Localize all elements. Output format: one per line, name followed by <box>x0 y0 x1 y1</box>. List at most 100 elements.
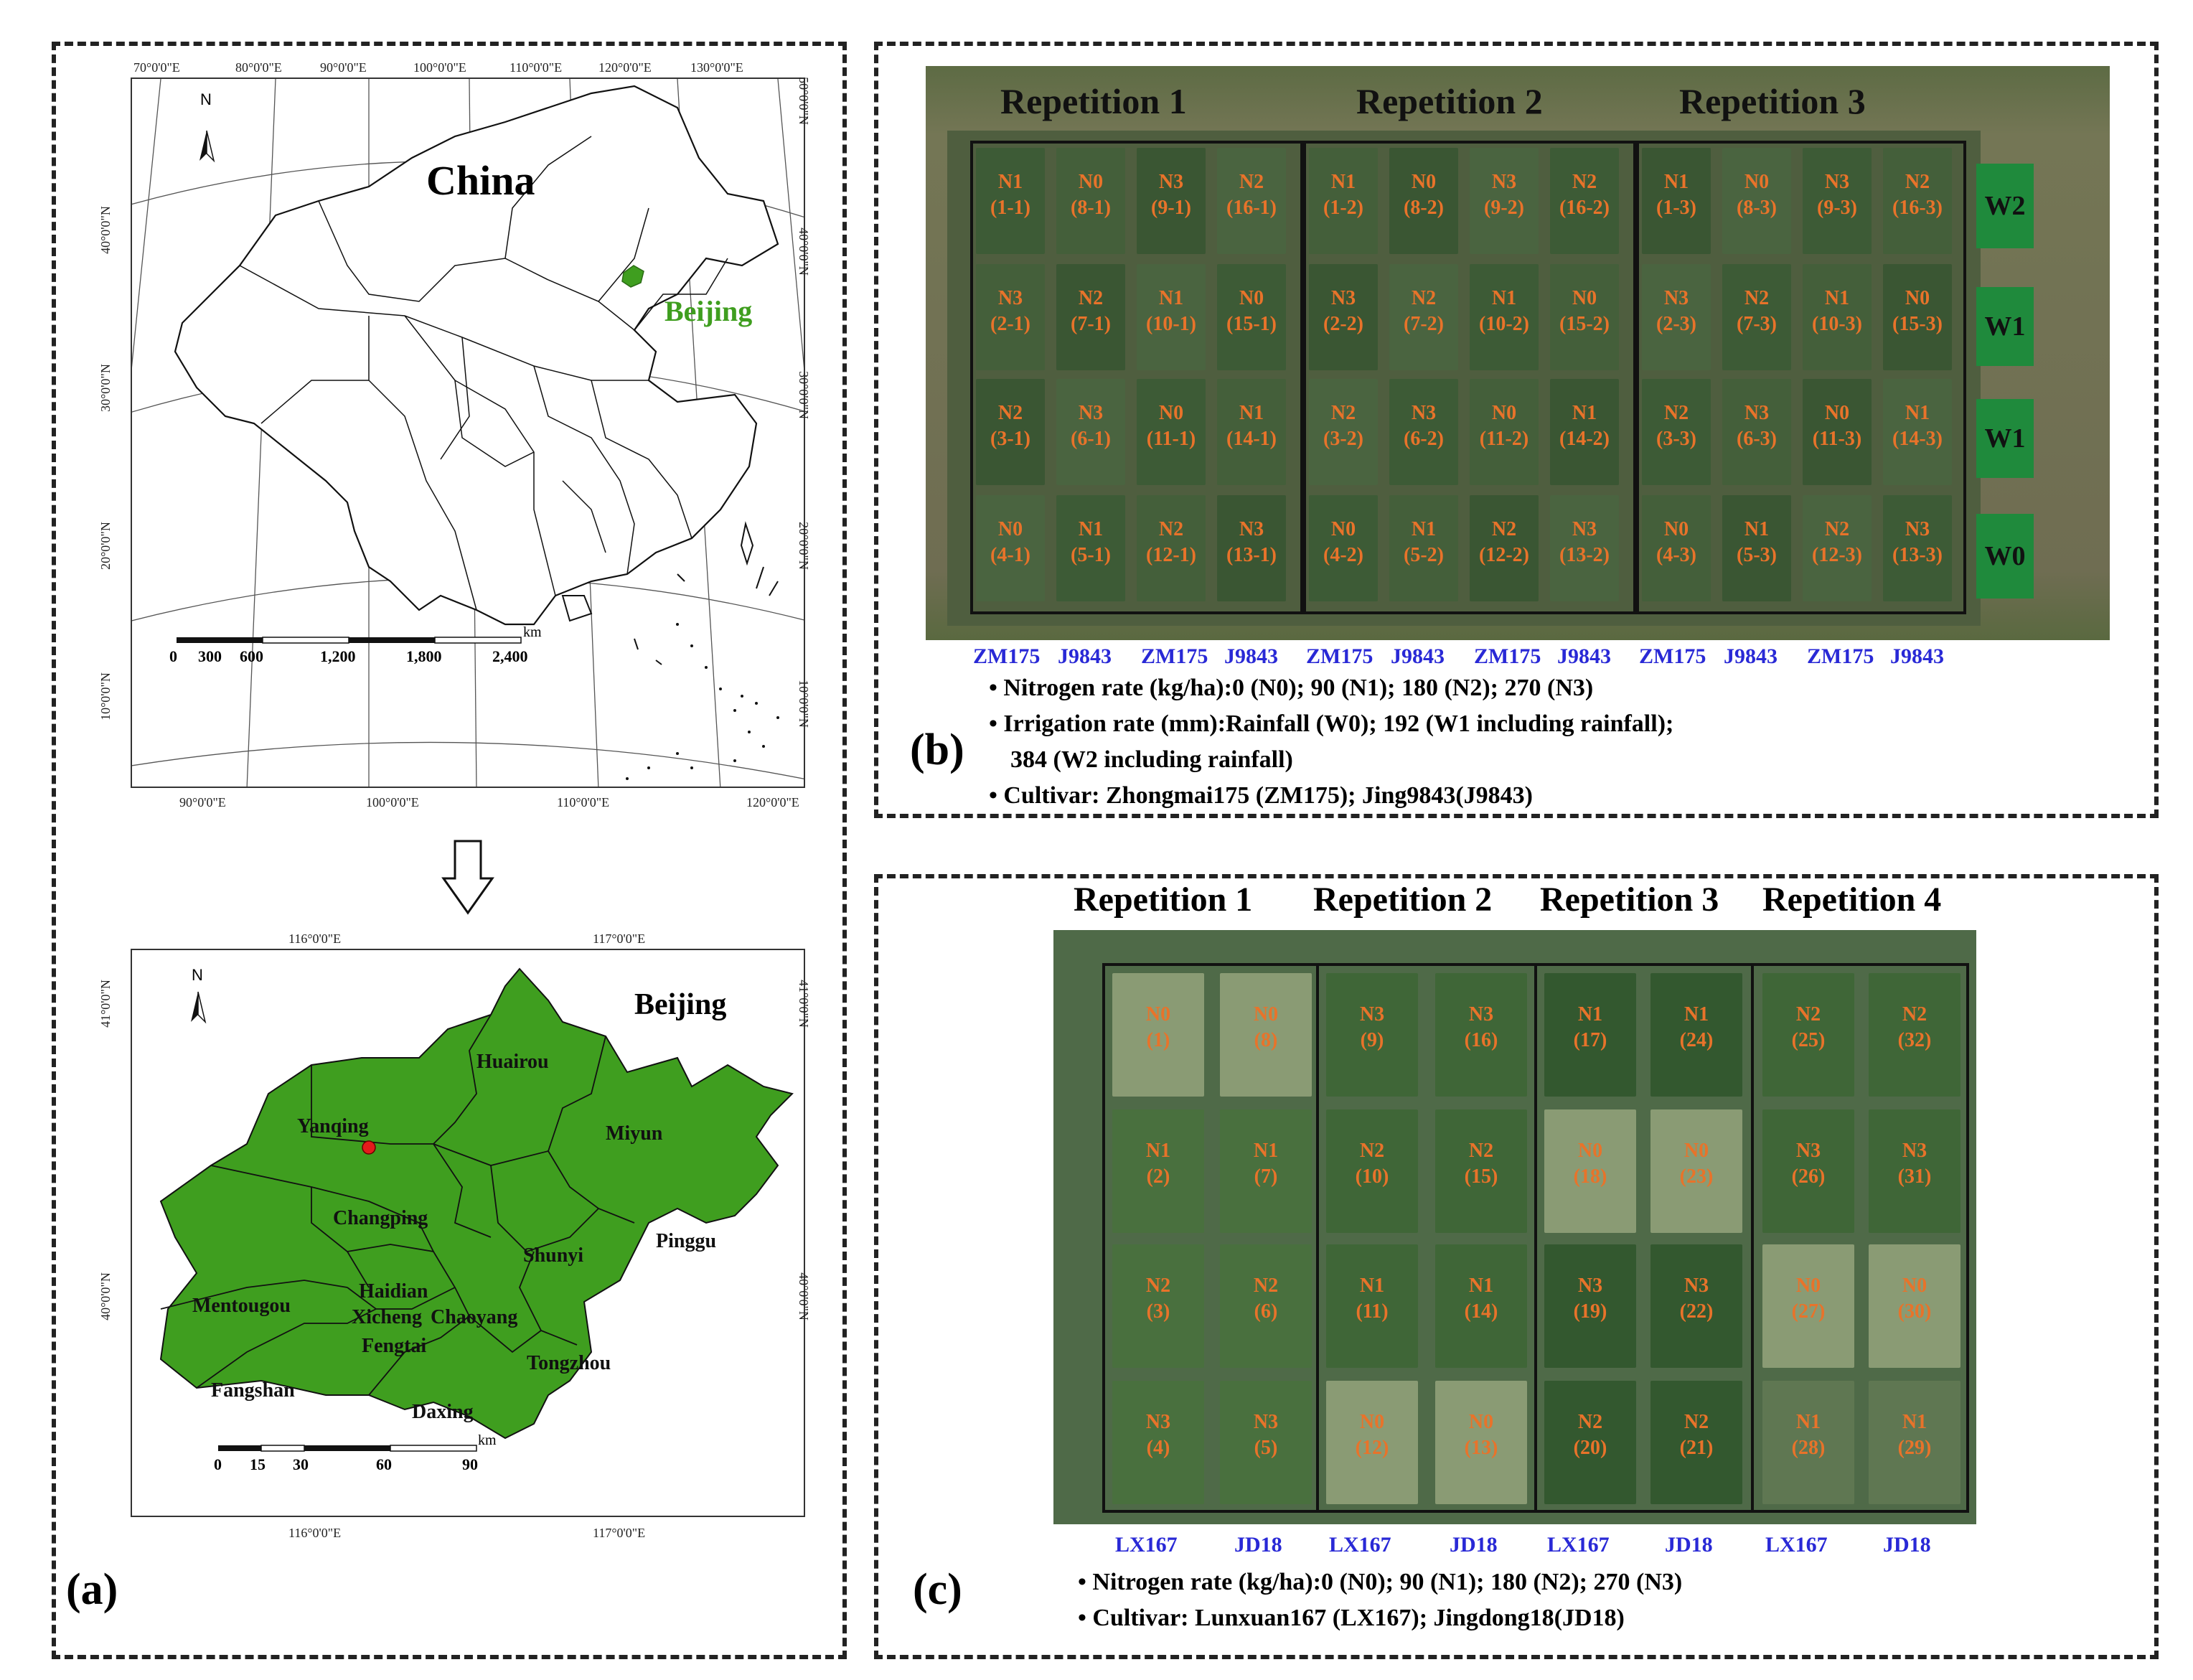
plot-number: (24) <box>1679 1029 1714 1051</box>
rep-title: Repetition 1 <box>1074 881 1253 919</box>
field-plot <box>976 379 1045 485</box>
plot-label: N3 (9-2) <box>1470 169 1539 221</box>
legend-line: • Cultivar: Lunxuan167 (LX167); Jingdong… <box>1078 1605 1625 1631</box>
nitrogen-level: N2 <box>1468 1140 1494 1162</box>
plot-label: N0 (4-2) <box>1309 517 1378 568</box>
plot-label: N1 (7) <box>1220 1138 1312 1190</box>
plot-label: N0 (11-2) <box>1470 400 1539 452</box>
north-label: N <box>200 90 212 108</box>
nitrogen-level: N1 <box>1684 1003 1709 1026</box>
nitrogen-level: N3 <box>1359 1003 1385 1026</box>
beijing-map-title: Beijing <box>634 988 727 1021</box>
rep-box-c <box>1534 963 1754 1513</box>
nitrogen-level: N0 <box>1684 1140 1709 1162</box>
plot-number: (12) <box>1355 1437 1389 1459</box>
field-plot <box>1217 148 1286 254</box>
panel-c-tag: (c) <box>913 1565 962 1614</box>
lon-label: 116°0'0"E <box>288 931 342 946</box>
scale-tick: 0 <box>214 1455 222 1473</box>
lat-label: 20°0'0"N <box>796 522 811 570</box>
field-plot <box>1137 379 1206 485</box>
plot-label: N0 (15-3) <box>1883 286 1952 337</box>
field-plot <box>1309 148 1378 254</box>
plot-number: (9-2) <box>1484 197 1524 219</box>
lat-label: 41°0'0"N <box>796 980 811 1028</box>
rep-box-c <box>1316 963 1537 1513</box>
plot-number: (9-3) <box>1817 197 1857 219</box>
legend-line: • Cultivar: Zhongmai175 (ZM175); Jing984… <box>989 782 1533 809</box>
district-label: Haidian <box>359 1280 428 1303</box>
legend-line: • Nitrogen rate (kg/ha):0 (N0); 90 (N1);… <box>989 675 1594 701</box>
field-plot <box>1435 1244 1527 1368</box>
plot-label: N2 (15) <box>1435 1138 1527 1190</box>
plot-number: (13-2) <box>1559 544 1610 566</box>
field-plot <box>1389 495 1458 601</box>
field-plot <box>1722 495 1791 601</box>
beijing-map-shapes <box>159 967 794 1452</box>
nitrogen-level: N3 <box>1572 518 1597 540</box>
nitrogen-level: N2 <box>1491 518 1517 540</box>
plot-number: (5) <box>1254 1437 1278 1459</box>
plot-number: (11-2) <box>1479 428 1529 450</box>
cultivar-label: JD18 <box>1450 1533 1498 1557</box>
field-plot <box>1550 495 1619 601</box>
nitrogen-level: N0 <box>1359 1411 1385 1433</box>
nitrogen-level: N0 <box>1411 171 1437 193</box>
plot-number: (20) <box>1573 1437 1607 1459</box>
nitrogen-level: N2 <box>1359 1140 1385 1162</box>
field-plot <box>1762 973 1854 1097</box>
field-plot <box>1220 973 1312 1097</box>
field-plot <box>1056 379 1125 485</box>
lat-label: 40°0'0"N <box>98 206 113 254</box>
legend-text: Nitrogen rate (kg/ha):0 (N0); 90 (N1); 1… <box>1092 1569 1683 1595</box>
plot-label: N1 (5-2) <box>1389 517 1458 568</box>
nitrogen-level: N0 <box>1078 171 1104 193</box>
plot-label: N1 (5-3) <box>1722 517 1791 568</box>
plot-label: N2 (16-3) <box>1883 169 1952 221</box>
rep-box-b <box>1303 141 1636 614</box>
plot-label: N3 (26) <box>1762 1138 1854 1190</box>
north-arrow-icon <box>199 130 215 163</box>
study-site-marker <box>362 1140 376 1155</box>
scale-tick: 1,200 <box>320 647 356 665</box>
nitrogen-level: N0 <box>1145 1003 1171 1026</box>
field-plot <box>1112 1109 1204 1233</box>
nitrogen-level: N2 <box>1663 402 1689 424</box>
water-box: W2 <box>1976 164 2034 248</box>
plot-number: (10-2) <box>1479 313 1529 335</box>
plot-label: N2 (3) <box>1112 1273 1204 1325</box>
plot-label: N1 (2) <box>1112 1138 1204 1190</box>
panel-a-tag: (a) <box>66 1565 118 1614</box>
plot-label: N0 (1) <box>1112 1002 1204 1053</box>
field-plot <box>1056 495 1125 601</box>
plot-label: N2 (12-3) <box>1803 517 1872 568</box>
rep-title: Repetition 1 <box>1000 81 1187 121</box>
nitrogen-level: N2 <box>1145 1275 1171 1297</box>
plot-number: (16-2) <box>1559 197 1610 219</box>
rep-title: Repetition 4 <box>1762 881 1942 919</box>
plot-label: N0 (8-2) <box>1389 169 1458 221</box>
lat-label: 40°0'0"N <box>796 227 811 276</box>
nitrogen-level: N2 <box>1572 171 1597 193</box>
beijing-outline <box>159 967 794 1440</box>
panel-b <box>874 42 2159 818</box>
nitrogen-level: N3 <box>997 287 1023 309</box>
plot-number: (6-2) <box>1404 428 1444 450</box>
plot-number: (32) <box>1897 1029 1932 1051</box>
scale-tick: 300 <box>198 647 222 665</box>
plot-label: N0 (11-1) <box>1137 400 1206 452</box>
field-plot <box>976 264 1045 370</box>
plot-number: (2) <box>1146 1165 1170 1188</box>
plot-label: N0 (12) <box>1326 1409 1418 1461</box>
plot-label: N0 (13) <box>1435 1409 1527 1461</box>
field-plot <box>1803 264 1872 370</box>
nitrogen-level: N1 <box>1239 402 1264 424</box>
cultivar-label: LX167 <box>1547 1533 1610 1557</box>
nitrogen-level: N2 <box>1795 1003 1821 1026</box>
nitrogen-level: N3 <box>1795 1140 1821 1162</box>
lat-label: 41°0'0"N <box>98 980 113 1028</box>
nitrogen-level: N2 <box>1824 518 1850 540</box>
nitrogen-level: N3 <box>1468 1003 1494 1026</box>
nitrogen-level: N3 <box>1905 518 1930 540</box>
plot-number: (6) <box>1254 1300 1278 1323</box>
